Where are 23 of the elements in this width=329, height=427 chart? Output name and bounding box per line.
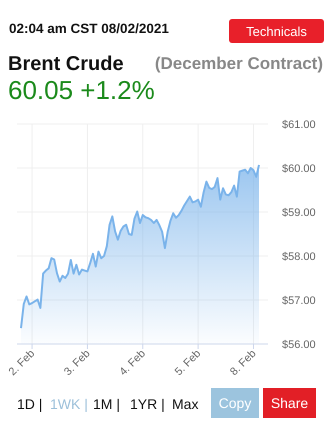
- text: 1YR |: [130, 396, 165, 412]
- x-tick-label: 3. Feb: [62, 348, 93, 378]
- x-tick-label: 2. Feb: [6, 348, 38, 378]
- chart-subtitle: (December Contract): [154, 54, 323, 73]
- text: 1WK |: [50, 396, 88, 412]
- x-tick-label: 8. Feb: [228, 348, 259, 378]
- text: 1M |: [93, 396, 120, 412]
- x-tick-label: 5. Feb: [172, 348, 204, 378]
- y-tick-label: $59.00: [282, 207, 316, 219]
- text: Max: [172, 396, 198, 412]
- text: Share: [270, 395, 308, 411]
- y-tick-label: $57.00: [282, 295, 316, 307]
- text: 60.05 +1.2%: [8, 75, 155, 105]
- text: 02:04 am CST 08/02/2021: [9, 21, 170, 36]
- y-tick-label: $58.00: [282, 251, 316, 263]
- text: Technicals: [246, 24, 308, 39]
- chart-title: Brent Crude: [8, 53, 124, 75]
- text: 1D |: [17, 396, 42, 412]
- y-tick-label: $61.00: [282, 119, 316, 131]
- y-tick-label: $60.00: [282, 163, 316, 175]
- y-tick-label: $56.00: [282, 339, 316, 351]
- x-tick-label: 4. Feb: [117, 348, 148, 378]
- text: Copy: [218, 395, 252, 411]
